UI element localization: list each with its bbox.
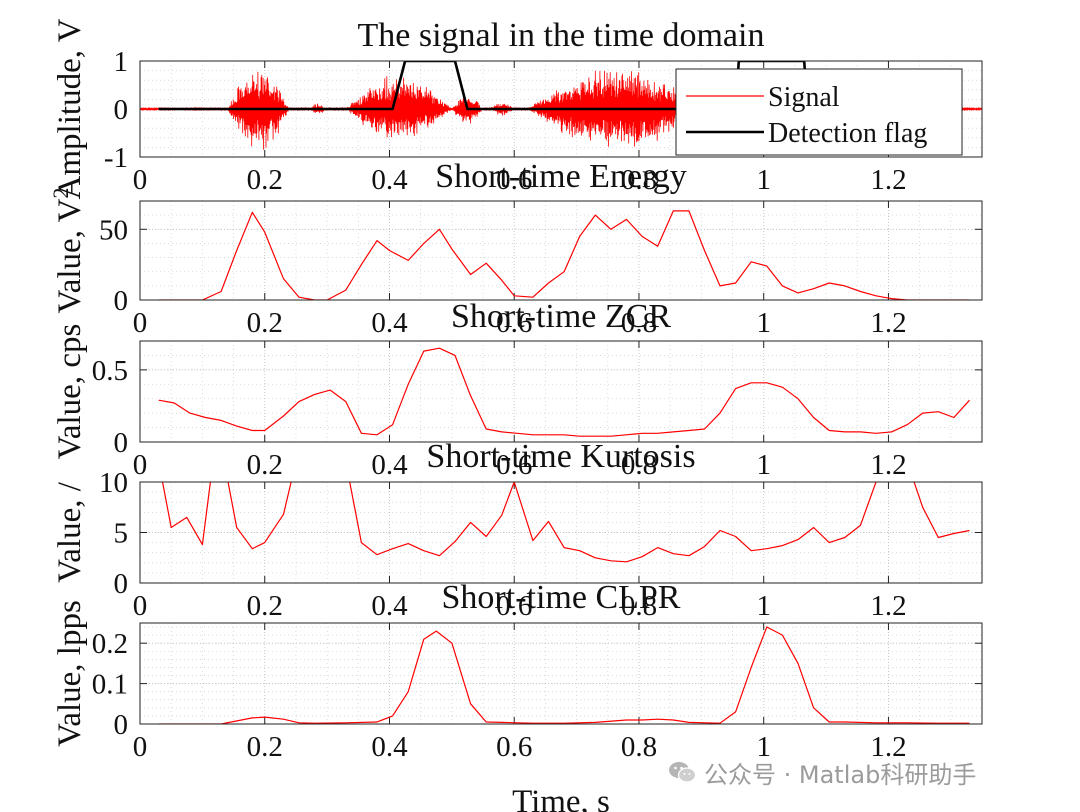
x-tick-label: 0.2 [247,731,283,763]
x-tick-label: 0.2 [247,307,283,339]
x-tick-label: 0 [133,590,148,622]
y-tick-label: 0 [114,709,129,741]
legend-label: Detection flag [768,118,927,149]
x-tick-label: 0.4 [371,731,408,763]
y-axis-label-superscript: 2 [48,188,73,199]
y-axis-label: Amplitude, V [52,18,88,199]
x-tick-label: 0.8 [621,449,657,481]
x-tick-label: 0.6 [496,449,532,481]
x-tick-label: 0 [133,164,148,196]
legend: Signal Detection flag [675,68,963,156]
x-tick-label: 0.6 [496,164,532,196]
y-tick-label: 0 [114,94,129,126]
y-tick-label: 0.2 [92,628,128,660]
y-axis-label: Value, lpps [52,600,88,747]
axes-frame [139,340,983,443]
series-line [158,347,970,437]
y-tick-label: 0 [114,568,129,600]
detection-flag-line [158,61,809,111]
y-tick-label: -1 [104,142,128,174]
x-tick-label: 1 [756,449,771,481]
subplot-title: Short-time Energy [435,158,687,195]
x-tick-label: 1.2 [870,731,906,763]
plot-area [140,201,982,300]
x-tick-label: 0.4 [371,164,408,196]
x-tick-label: 1 [756,731,771,763]
series-group [158,347,970,437]
x-tick-label: 1.2 [870,164,906,196]
watermark: 公众号 · Matlab科研助手 [668,752,976,792]
series-group [161,482,970,563]
y-tick-label: 50 [99,214,128,246]
x-tick-label: 0 [133,307,148,339]
legend-box [675,68,963,156]
y-tick-label: 5 [114,518,129,550]
x-tick-label: 0.4 [371,449,408,481]
x-tick-label: 1.2 [870,590,906,622]
x-tick-label: 0.8 [621,731,657,763]
series-group [158,210,970,300]
subplot-title: Short-time ZCR [451,298,671,335]
y-tick-label: 0.5 [92,355,128,387]
watermark-text: 公众号 · Matlab科研助手 [704,760,977,789]
series-group [158,626,970,724]
x-tick-label: 0 [133,449,148,481]
x-tick-label: 0.4 [371,590,408,622]
x-axis-label: Time, s [512,784,610,812]
x-tick-label: 0.8 [621,307,657,339]
subplot-title: Short-time CLPR [442,579,681,616]
x-tick-label: 0.2 [247,164,283,196]
x-tick-label: 0.6 [496,590,532,622]
x-tick-label: 0 [133,731,148,763]
y-tick-label: 0 [114,285,129,317]
x-tick-label: 1 [756,307,771,339]
y-axis-label: Value, V2 [48,188,88,314]
axes-frame [139,60,983,158]
x-tick-label: 1.2 [870,307,906,339]
x-tick-label: 1 [756,164,771,196]
x-tick-label: 0.2 [247,590,283,622]
y-tick-label: 10 [99,467,128,499]
y-tick-label: 0.1 [92,669,128,701]
subplot-title: Short-time Kurtosis [426,438,695,475]
x-tick-label: 0.6 [496,307,532,339]
y-tick-label: 1 [114,46,129,78]
axes-frame [139,481,983,584]
x-tick-label: 0.8 [621,164,657,196]
x-tick-label: 0.2 [247,449,283,481]
series-line [161,482,970,563]
x-tick-label: 0.8 [621,590,657,622]
x-tick-label: 1.2 [870,449,906,481]
y-axis-label: Value, / [52,481,88,583]
axes-frame [139,622,983,725]
axes-frame [139,200,983,301]
x-tick-label: 0.4 [371,307,408,339]
y-tick-label: 0 [114,427,129,459]
plot-area [140,623,982,724]
x-tick-label: 1 [756,590,771,622]
series-line [158,626,970,724]
legend-label: Signal [768,82,840,113]
subplot-title: The signal in the time domain [358,17,765,54]
series-line [158,210,970,300]
wechat-icon [669,762,696,783]
y-axis-label: Value, cps [52,324,88,460]
y-axis-label-base: Value, V [52,198,88,313]
x-tick-label: 0.6 [496,731,532,763]
plot-area [140,341,982,442]
